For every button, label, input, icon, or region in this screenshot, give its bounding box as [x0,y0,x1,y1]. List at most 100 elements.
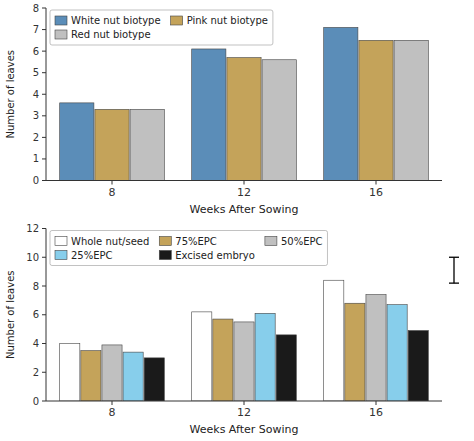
bar [387,305,407,401]
bar [213,319,233,401]
y-tick [42,286,46,287]
y-tick-label: 3 [33,110,39,121]
lsd-cap [449,257,459,258]
x-tick-label: 12 [237,406,251,419]
y-tick-label: 8 [33,281,39,292]
legend-swatch [55,30,67,39]
legend-label: Red nut biotype [71,29,151,40]
bar [394,40,428,180]
y-tick [42,51,46,52]
y-tick [42,115,46,116]
x-tick-label: 16 [369,406,383,419]
legend-item: Pink nut biotype [171,15,268,26]
bar [324,27,358,180]
x-tick-label: 12 [237,186,251,199]
lsd-cap [449,282,459,283]
y-tick [42,228,46,229]
bar [192,312,212,401]
legend-swatch [159,237,171,246]
y-tick-label: 4 [33,338,39,349]
y-tick [42,94,46,95]
legend: White nut biotype Pink nut biotype Red nut… [50,10,273,45]
y-tick [42,314,46,315]
y-tick-label: 6 [33,46,39,57]
lsd-bar [449,257,459,283]
legend-item: 25%EPC [55,250,113,261]
y-tick-label: 0 [33,175,39,186]
y-tick-label: 2 [33,132,39,143]
y-axis-label: Number of leaves [5,50,16,139]
bar [227,58,261,181]
bar [276,335,296,401]
bar [123,352,143,401]
y-tick [42,180,46,181]
legend-swatch [171,16,183,25]
y-tick [42,72,46,73]
legend-frame [50,10,273,45]
legend-swatch [159,251,171,260]
bar [192,49,226,181]
bar [144,358,164,401]
legend-item: 75%EPC [159,236,217,247]
bar [95,109,129,180]
legend-label: White nut biotype [71,15,161,26]
y-tick [42,372,46,373]
x-tick-label: 8 [109,406,116,419]
y-tick-label: 0 [33,396,39,407]
y-tick [42,137,46,138]
y-axis-label: Number of leaves [5,270,16,359]
legend-swatch [55,251,67,260]
y-tick-label: 2 [33,367,39,378]
x-axis-label: Weeks After Sowing [190,423,299,436]
y-tick-label: 1 [33,153,39,164]
legend-label: 50%EPC [281,236,323,247]
x-axis-label: Weeks After Sowing [190,203,299,216]
bar [408,331,428,401]
legend-item: Whole nut/seed [55,236,149,247]
bar [324,280,344,401]
bars [60,27,429,180]
x-tick-label: 16 [369,186,383,199]
y-tick [42,401,46,402]
x-tick-label: 8 [109,186,116,199]
y-tick-label: 8 [33,3,39,14]
bars [60,280,429,401]
y-tick-label: 5 [33,67,39,78]
bar [345,303,365,401]
legend-swatch [265,237,277,246]
chart: 01234567881216Weeks After SowingNumber o… [5,3,442,216]
chart-canvas: 01234567881216Weeks After SowingNumber o… [0,0,474,441]
bar [130,109,164,180]
lsd-stem [453,257,454,283]
y-tick-label: 10 [26,252,39,263]
bar [359,40,393,180]
legend-label: 75%EPC [175,236,217,247]
x-tick [244,401,245,405]
legend: Whole nut/seed 75%EPC 50%EPC 25%EPC Excised … [50,231,327,266]
legend-item: Red nut biotype [55,29,151,40]
y-tick [42,343,46,344]
bar [81,351,101,401]
x-tick [244,181,245,185]
y-tick-label: 4 [33,89,39,100]
legend-label: Excised embryo [175,250,255,261]
bar [234,322,254,401]
bar [60,344,80,402]
legend-label: Whole nut/seed [71,236,149,247]
y-tick [42,29,46,30]
bar [262,60,296,181]
x-tick [112,181,113,185]
bar [366,295,386,401]
y-tick [42,158,46,159]
x-tick [112,401,113,405]
bar [102,345,122,401]
legend-label: Pink nut biotype [187,15,268,26]
x-tick [376,181,377,185]
legend-label: 25%EPC [71,250,113,261]
y-tick [42,257,46,258]
legend-frame [50,231,327,266]
legend-swatch [55,237,67,246]
legend-item: White nut biotype [55,15,161,26]
y-tick-label: 12 [26,223,39,234]
bar [255,313,275,401]
